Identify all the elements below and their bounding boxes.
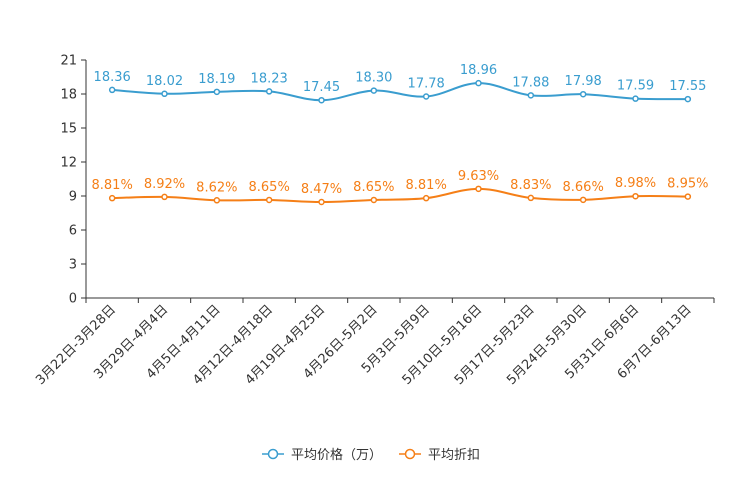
data-point[interactable]: [684, 95, 692, 103]
series-layer: 18.36 18.02 18.19 18.23 17.45 18.30 17.78 18.96…: [92, 63, 708, 206]
chart-legend[interactable]: 平均价格（万） 平均折扣: [262, 447, 480, 463]
y-tick-label: 3: [69, 258, 77, 273]
y-tick-label: 12: [60, 156, 77, 171]
data-point[interactable]: [370, 87, 378, 94]
data-point[interactable]: [213, 88, 221, 96]
chart-axes: 0369121518213月22日-3月28日3月29日-4月4日4月5日-4月…: [33, 54, 715, 388]
data-point[interactable]: [475, 79, 482, 87]
data-label: 17.45: [303, 80, 340, 95]
data-label: 8.65%: [353, 180, 394, 195]
data-label: 18.36: [94, 70, 131, 85]
data-label: 8.92%: [144, 177, 185, 192]
legend-item-1[interactable]: 平均价格（万）: [262, 447, 382, 463]
data-point[interactable]: [422, 194, 430, 202]
data-label: 18.19: [198, 72, 235, 87]
y-tick-label: 0: [69, 292, 77, 307]
data-point[interactable]: [370, 196, 378, 204]
y-tick-label: 18: [60, 88, 77, 103]
legend-marker-icon: [404, 448, 416, 460]
data-point[interactable]: [213, 197, 221, 204]
data-label: 8.98%: [615, 176, 656, 191]
data-label: 8.47%: [301, 182, 342, 197]
data-label: 17.59: [617, 79, 654, 94]
data-point[interactable]: [265, 196, 273, 204]
legend-marker-icon: [267, 448, 279, 460]
data-label: 17.55: [669, 79, 706, 94]
series-line: [112, 82, 688, 102]
data-label: 18.96: [460, 63, 497, 78]
data-label: 9.63%: [458, 169, 499, 184]
data-point[interactable]: [527, 92, 535, 99]
data-label: 8.81%: [406, 178, 447, 193]
legend-label: 平均折扣: [428, 448, 480, 463]
data-point[interactable]: [422, 93, 430, 100]
data-label: 17.98: [565, 74, 602, 89]
series-2: 8.81% 8.92% 8.62% 8.65% 8.47% 8.65% 8.81% 9.63%…: [92, 169, 708, 206]
data-label: 8.62%: [196, 180, 237, 195]
data-label: 8.65%: [249, 180, 290, 195]
y-tick-label: 9: [69, 190, 77, 205]
data-point[interactable]: [161, 193, 168, 201]
series-1: 18.36 18.02 18.19 18.23 17.45 18.30 17.78 18.96…: [94, 63, 706, 104]
data-label: 8.95%: [667, 177, 708, 192]
data-point[interactable]: [632, 95, 639, 102]
y-tick-label: 15: [60, 122, 77, 137]
data-label: 17.88: [512, 75, 549, 90]
data-point[interactable]: [579, 196, 587, 204]
data-label: 8.66%: [563, 180, 604, 195]
legend-label: 平均价格（万）: [291, 447, 382, 463]
data-point[interactable]: [108, 194, 116, 202]
data-point[interactable]: [684, 193, 692, 200]
data-point[interactable]: [475, 185, 482, 193]
data-point[interactable]: [318, 96, 325, 104]
data-point[interactable]: [265, 88, 273, 95]
y-tick-label: 6: [69, 224, 77, 239]
data-point[interactable]: [108, 86, 116, 94]
data-point[interactable]: [632, 192, 639, 200]
series-line: [112, 187, 688, 204]
legend-item-2[interactable]: 平均折扣: [399, 448, 480, 463]
data-point[interactable]: [527, 194, 535, 202]
data-label: 18.30: [355, 71, 392, 86]
data-label: 17.78: [408, 76, 445, 91]
data-label: 8.83%: [510, 178, 551, 193]
data-label: 8.81%: [92, 178, 133, 193]
data-label: 18.23: [251, 71, 288, 86]
y-tick-label: 21: [60, 54, 77, 69]
data-point[interactable]: [161, 90, 168, 98]
data-point[interactable]: [318, 198, 325, 206]
data-label: 18.02: [146, 74, 183, 89]
data-point[interactable]: [579, 90, 587, 98]
